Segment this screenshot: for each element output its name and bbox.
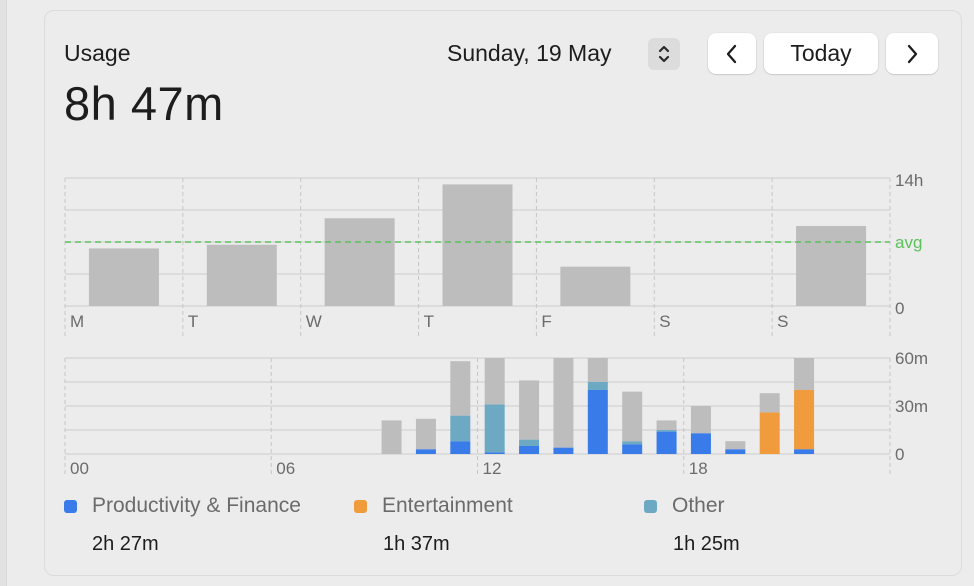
entertainment-total: 1h 37m xyxy=(383,533,450,555)
weekly-bar xyxy=(442,184,513,306)
other-bar-segment xyxy=(656,430,677,432)
productivity-bar-segment xyxy=(587,390,608,454)
productivity-bar-segment xyxy=(415,449,436,454)
hourly-bar-cap xyxy=(691,406,711,409)
average-label: avg xyxy=(895,233,922,252)
hourly-y-tick: 30m xyxy=(895,397,928,416)
uncategorized-bar-segment xyxy=(450,361,471,416)
weekly-day-label: W xyxy=(306,312,322,331)
weekly-day-label: S xyxy=(659,312,670,331)
hourly-bar-cap xyxy=(657,420,677,423)
productivity-bar-segment xyxy=(519,446,540,454)
hourly-bar-cap xyxy=(485,358,505,361)
weekly-bar xyxy=(88,248,159,306)
other-bar-segment xyxy=(484,404,505,453)
uncategorized-bar-segment xyxy=(794,358,815,390)
today-button[interactable]: Today xyxy=(764,33,878,74)
next-day-button[interactable] xyxy=(886,33,938,74)
uncategorized-bar-segment xyxy=(587,358,608,382)
uncategorized-bar-segment xyxy=(415,418,436,450)
uncategorized-bar-segment xyxy=(622,391,643,442)
hourly-bar-cap xyxy=(725,441,745,444)
hourly-bar-cap xyxy=(553,358,573,361)
other-bar-segment xyxy=(519,439,540,446)
weekly-y-tick: 14h xyxy=(895,171,923,190)
uncategorized-bar-segment xyxy=(759,393,780,413)
hourly-x-tick: 18 xyxy=(689,459,708,478)
uncategorized-bar-segment xyxy=(553,358,574,448)
hourly-bar-cap xyxy=(622,392,642,395)
hourly-bar-cap xyxy=(382,420,402,423)
hourly-bar-cap xyxy=(794,358,814,361)
legend-entertainment: Entertainment xyxy=(354,494,513,518)
uncategorized-bar-segment xyxy=(656,420,677,430)
uncategorized-bar-segment xyxy=(725,441,746,450)
entertainment-color-swatch xyxy=(354,499,367,513)
weekly-bar xyxy=(560,266,631,306)
weekly-day-label: T xyxy=(188,312,198,331)
usage-title: Usage xyxy=(64,40,131,66)
weekly-y-tick: 0 xyxy=(895,299,904,318)
hourly-x-tick: 00 xyxy=(70,459,89,478)
entertainment-bar-segment xyxy=(759,412,780,454)
other-bar-segment xyxy=(450,415,471,442)
entertainment-bar-segment xyxy=(794,390,815,450)
legend-label: Entertainment xyxy=(382,494,513,517)
uncategorized-bar-segment xyxy=(484,358,505,405)
hourly-bar-cap xyxy=(416,419,436,422)
uncategorized-bar-segment xyxy=(690,406,711,434)
weekly-bar xyxy=(206,244,277,306)
chevron-right-icon xyxy=(907,44,918,63)
productivity-bar-segment xyxy=(794,449,815,454)
legend-other: Other xyxy=(644,494,725,518)
productivity-bar-segment xyxy=(484,452,505,454)
weekly-day-label: M xyxy=(70,312,84,331)
hourly-bar-cap xyxy=(450,361,470,364)
legend-productivity: Productivity & Finance xyxy=(64,494,301,518)
uncategorized-bar-segment xyxy=(519,380,540,440)
up-down-chevron-icon xyxy=(658,45,670,63)
previous-day-button[interactable] xyxy=(708,33,756,74)
hourly-bar-cap xyxy=(588,358,608,361)
uncategorized-bar-segment xyxy=(381,420,402,454)
sidebar-edge xyxy=(0,0,7,586)
productivity-bar-segment xyxy=(690,433,711,454)
weekly-bar xyxy=(324,218,395,306)
legend-label: Other xyxy=(672,494,725,517)
other-total: 1h 25m xyxy=(673,533,740,555)
hourly-x-tick: 06 xyxy=(276,459,295,478)
date-label: Sunday, 19 May xyxy=(447,40,612,66)
hourly-y-tick: 60m xyxy=(895,349,928,368)
chevron-left-icon xyxy=(726,44,737,63)
other-bar-segment xyxy=(587,382,608,390)
date-stepper-button[interactable] xyxy=(648,38,680,70)
hourly-y-tick: 0 xyxy=(895,445,904,464)
weekly-bar xyxy=(796,226,867,306)
weekly-day-label: T xyxy=(424,312,434,331)
weekly-day-label: S xyxy=(777,312,788,331)
other-bar-segment xyxy=(622,441,643,445)
productivity-total: 2h 27m xyxy=(92,533,159,555)
other-color-swatch xyxy=(644,499,657,513)
productivity-color-swatch xyxy=(64,499,77,513)
productivity-bar-segment xyxy=(656,431,677,454)
hourly-bar-cap xyxy=(519,380,539,383)
productivity-bar-segment xyxy=(725,449,746,454)
productivity-bar-segment xyxy=(450,441,471,454)
hourly-x-tick: 12 xyxy=(483,459,502,478)
hourly-bar-cap xyxy=(760,393,780,396)
productivity-bar-segment xyxy=(622,444,643,454)
legend-label: Productivity & Finance xyxy=(92,494,301,517)
weekly-day-label: F xyxy=(541,312,551,331)
usage-total: 8h 47m xyxy=(64,77,224,130)
productivity-bar-segment xyxy=(553,447,574,454)
